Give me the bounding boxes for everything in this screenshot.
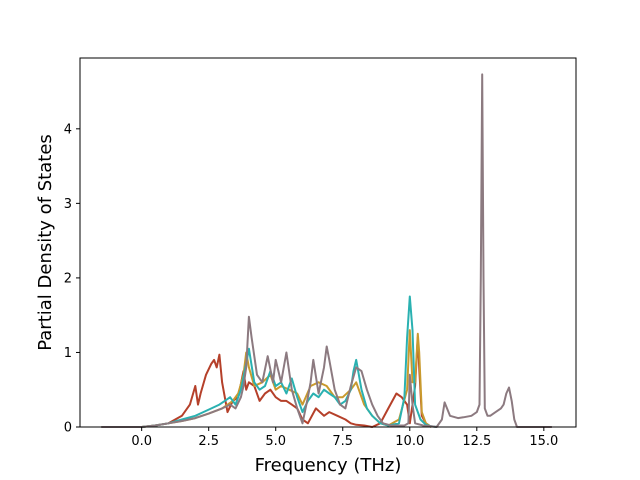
y-axis-ticks: 0 1 2 3 4 (64, 122, 80, 436)
x-tick-label: 5.0 (265, 434, 286, 449)
x-tick-label: 0.0 (131, 434, 152, 449)
x-axis-label: Frequency (THz) (255, 455, 402, 476)
x-tick-label: 15.0 (529, 434, 558, 449)
series-line-2 (101, 329, 432, 428)
series-line-1 (101, 336, 432, 428)
series-layer (101, 73, 552, 428)
y-axis-label: Partial Density of States (35, 134, 56, 351)
plot-frame (79, 57, 577, 428)
x-tick-label: 7.5 (332, 434, 353, 449)
y-tick-label: 0 (64, 421, 72, 436)
y-tick-label: 4 (64, 122, 72, 137)
series-line-4 (101, 73, 552, 428)
x-axis-ticks: 0.0 2.5 5.0 7.5 10.0 12.5 15.0 (131, 427, 558, 449)
y-tick-label: 3 (64, 197, 72, 212)
y-tick-label: 1 (64, 346, 72, 361)
x-tick-label: 2.5 (198, 434, 219, 449)
y-tick-label: 2 (64, 271, 72, 286)
x-tick-label: 12.5 (462, 434, 491, 449)
x-tick-label: 10.0 (395, 434, 424, 449)
